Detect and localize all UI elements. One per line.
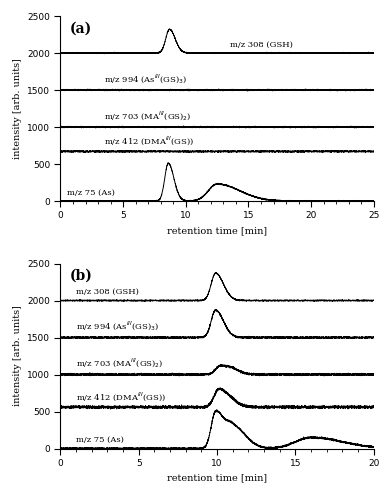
Y-axis label: intensity [arb. units]: intensity [arb. units]: [13, 58, 22, 159]
Text: m/z 703 (MA$^{III}$(GS)$_2$): m/z 703 (MA$^{III}$(GS)$_2$): [104, 109, 192, 123]
Text: m/z 75 (As): m/z 75 (As): [67, 189, 114, 197]
X-axis label: retention time [min]: retention time [min]: [167, 226, 267, 235]
Text: (a): (a): [70, 22, 92, 36]
Y-axis label: intensity [arb. units]: intensity [arb. units]: [13, 305, 22, 406]
Text: m/z 994 (As$^{III}$(GS)$_3$): m/z 994 (As$^{III}$(GS)$_3$): [104, 72, 188, 86]
Text: (b): (b): [70, 269, 93, 283]
Text: m/z 412 (DMA$^{III}$(GS)): m/z 412 (DMA$^{III}$(GS)): [76, 390, 166, 402]
Text: m/z 308 (GSH): m/z 308 (GSH): [76, 288, 139, 296]
Text: m/z 994 (As$^{III}$(GS)$_3$): m/z 994 (As$^{III}$(GS)$_3$): [76, 320, 160, 333]
Text: m/z 703 (MA$^{III}$(GS)$_2$): m/z 703 (MA$^{III}$(GS)$_2$): [76, 357, 164, 370]
Text: m/z 412 (DMA$^{III}$(GS)): m/z 412 (DMA$^{III}$(GS)): [104, 134, 194, 147]
Text: m/z 308 (GSH): m/z 308 (GSH): [230, 41, 292, 49]
Text: m/z 75 (As): m/z 75 (As): [76, 436, 124, 444]
X-axis label: retention time [min]: retention time [min]: [167, 474, 267, 483]
